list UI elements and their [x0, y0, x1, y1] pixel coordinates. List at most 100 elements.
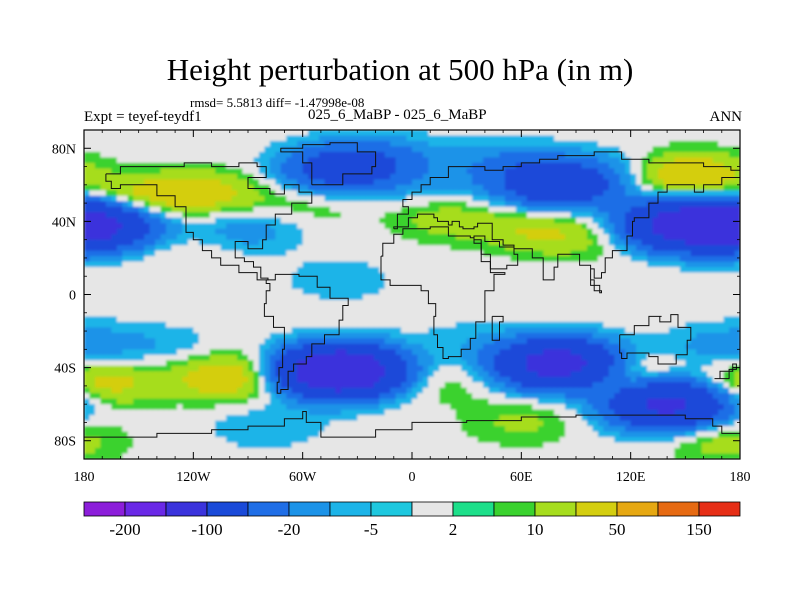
field-cell [439, 261, 446, 268]
field-cell [619, 299, 626, 307]
field-cell [543, 305, 550, 312]
field-cell [679, 217, 686, 224]
field-cell [198, 184, 205, 191]
field-cell [155, 130, 162, 137]
field-cell [198, 272, 205, 279]
field-cell [335, 135, 342, 142]
field-cell [466, 245, 473, 252]
field-cell [384, 321, 391, 328]
field-cell [144, 234, 151, 241]
field-cell [253, 179, 260, 186]
field-cell [291, 321, 298, 328]
field-cell [264, 184, 271, 191]
field-cell [652, 146, 659, 153]
field-cell [324, 332, 331, 339]
field-cell [384, 250, 391, 257]
field-cell [286, 146, 293, 153]
field-cell [116, 206, 123, 213]
field-cell [526, 206, 533, 213]
field-cell [668, 283, 675, 290]
field-cell [483, 217, 490, 224]
field-cell [84, 354, 91, 361]
field-cell [406, 195, 413, 202]
field-cell [94, 327, 101, 334]
field-cell [258, 250, 265, 257]
field-cell [105, 305, 112, 312]
field-cell [144, 261, 151, 268]
field-cell [215, 135, 222, 142]
field-cell [576, 349, 583, 356]
field-cell [412, 267, 419, 274]
field-cell [652, 228, 659, 235]
field-cell [690, 278, 697, 285]
field-cell [515, 239, 522, 246]
field-cell [264, 239, 271, 246]
field-cell [641, 316, 648, 323]
field-cell [477, 299, 484, 307]
field-cell [597, 245, 604, 252]
field-cell [291, 195, 298, 202]
field-cell [537, 305, 544, 312]
field-cell [554, 289, 561, 296]
field-cell [319, 354, 326, 361]
field-cell [346, 261, 353, 268]
field-cell [335, 190, 342, 197]
field-cell [258, 245, 265, 252]
field-cell [182, 338, 189, 345]
field-cell [641, 206, 648, 213]
field-cell [433, 316, 440, 323]
field-cell [723, 256, 730, 263]
field-cell [335, 162, 342, 169]
field-cell [390, 201, 397, 208]
field-cell [701, 146, 708, 153]
field-cell [116, 179, 123, 186]
field-cell [149, 173, 156, 180]
field-cell [155, 332, 162, 339]
field-cell [647, 272, 654, 279]
field-cell [220, 245, 227, 252]
field-cell [581, 146, 588, 153]
field-cell [215, 321, 222, 328]
field-cell [379, 294, 386, 301]
field-cell [570, 151, 577, 159]
field-cell [362, 261, 369, 268]
field-cell [515, 151, 522, 159]
field-cell [253, 162, 260, 169]
field-cell [483, 349, 490, 356]
field-cell [674, 239, 681, 246]
field-cell [532, 327, 539, 334]
field-cell [280, 173, 287, 180]
field-cell [116, 278, 123, 285]
field-cell [237, 256, 244, 263]
field-cell [171, 173, 178, 180]
field-cell [89, 349, 96, 356]
field-cell [275, 250, 282, 257]
field-cell [220, 250, 227, 257]
field-cell [160, 223, 167, 230]
field-cell [570, 343, 577, 350]
field-cell [499, 130, 506, 137]
field-cell [444, 135, 451, 142]
field-cell [166, 354, 173, 361]
field-cell [630, 343, 637, 350]
field-cell [477, 267, 484, 274]
field-cell [668, 299, 675, 307]
field-cell [166, 212, 173, 219]
field-cell [636, 173, 643, 180]
field-cell [226, 168, 233, 175]
field-cell [193, 316, 200, 323]
field-cell [625, 179, 632, 186]
field-cell [395, 173, 402, 180]
field-cell [395, 256, 402, 263]
field-cell [439, 212, 446, 219]
field-cell [565, 228, 572, 235]
field-cell [461, 245, 468, 252]
field-cell [718, 184, 725, 191]
field-cell [324, 305, 331, 312]
field-cell [723, 316, 730, 323]
field-cell [127, 343, 134, 350]
field-cell [422, 321, 429, 328]
field-cell [100, 217, 107, 224]
field-cell [488, 299, 495, 307]
field-cell [351, 338, 358, 345]
